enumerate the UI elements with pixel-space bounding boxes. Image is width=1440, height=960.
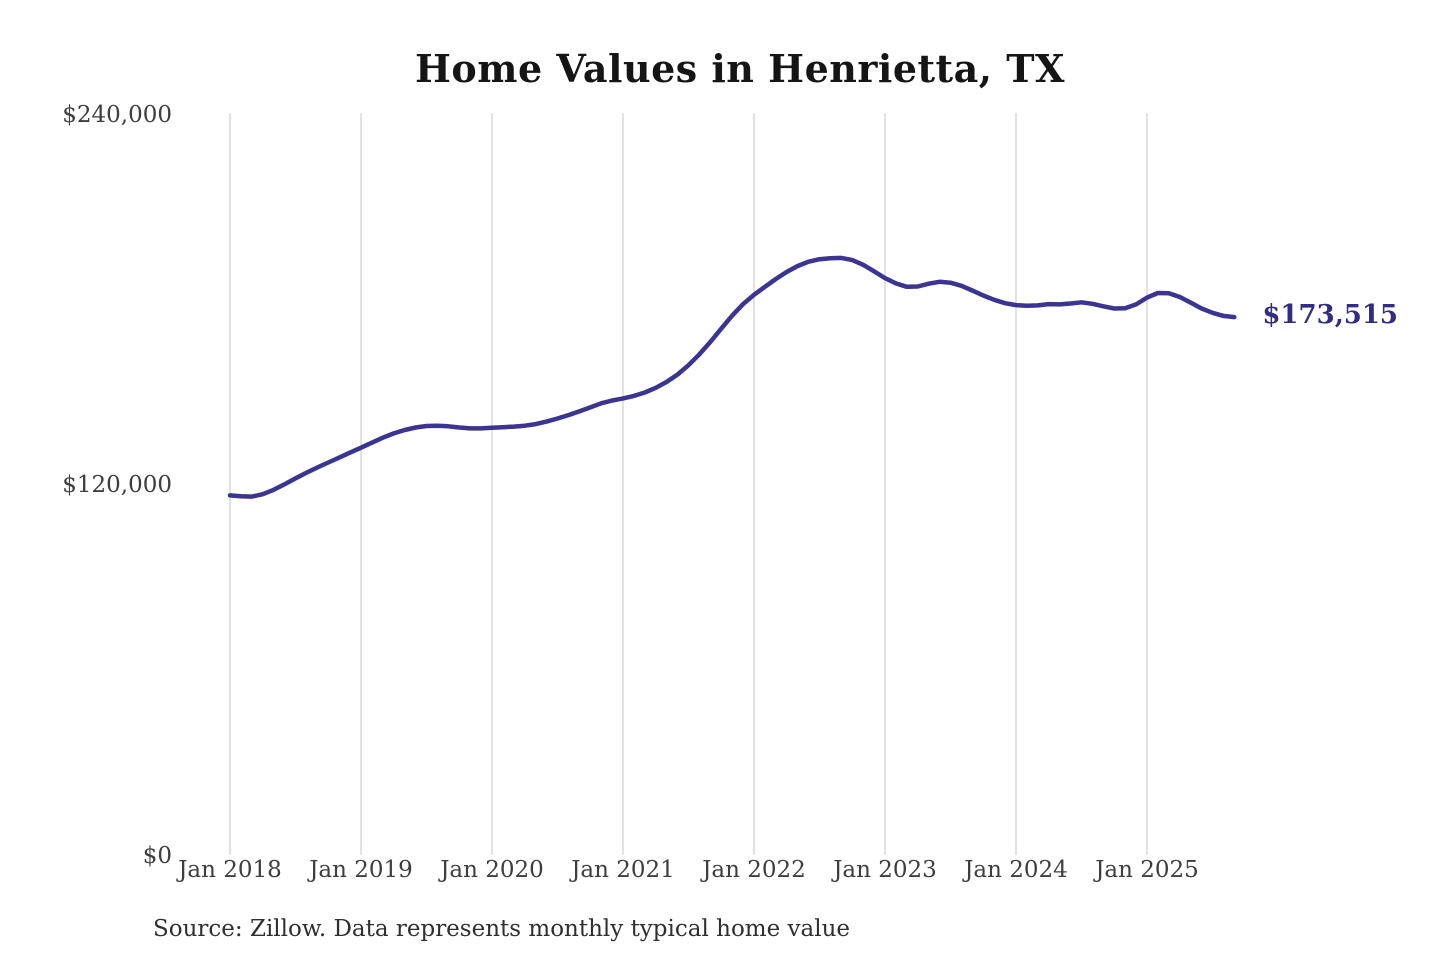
vertical-gridlines [229, 113, 1148, 855]
y-axis-tick-240000: $240,000 [62, 102, 172, 128]
x-axis-tick-jan-2024: Jan 2024 [964, 857, 1068, 883]
y-axis-tick-120000: $120,000 [62, 472, 172, 498]
current-value-label: $173,515 [1262, 300, 1399, 331]
x-axis-tick-jan-2025: Jan 2025 [1095, 857, 1199, 883]
x-axis-tick-jan-2022: Jan 2022 [702, 857, 806, 883]
x-axis-tick-jan-2021: Jan 2021 [571, 857, 675, 883]
home-value-line-series [227, 255, 1237, 499]
x-axis-tick-jan-2020: Jan 2020 [440, 857, 544, 883]
x-axis-tick-jan-2018: Jan 2018 [178, 857, 282, 883]
x-axis-tick-jan-2023: Jan 2023 [833, 857, 937, 883]
chart-title: Home Values in Henrietta, TX [415, 46, 1065, 91]
y-axis-tick-0: $0 [142, 843, 172, 869]
x-axis-tick-jan-2019: Jan 2019 [309, 857, 413, 883]
source-note: Source: Zillow. Data represents monthly … [153, 916, 851, 942]
